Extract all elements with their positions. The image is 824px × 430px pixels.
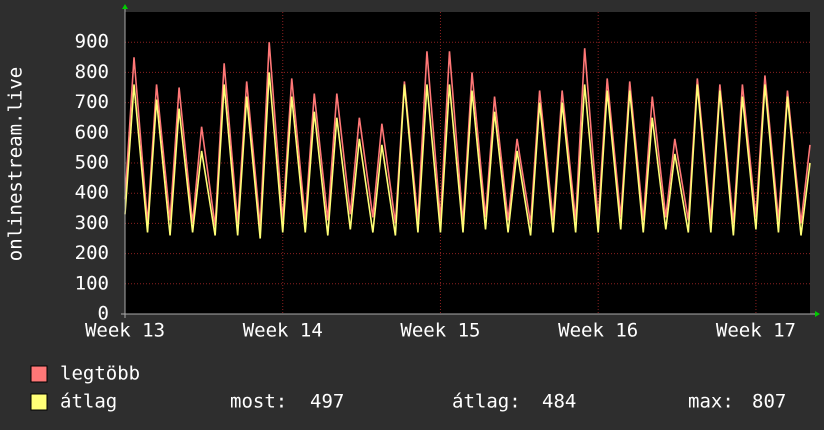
stat-label: max:	[688, 391, 734, 413]
axis-arrow	[815, 311, 820, 317]
y-tick-label: 900	[75, 31, 109, 53]
axis-arrow	[122, 4, 128, 9]
stat-value: 497	[310, 391, 344, 413]
y-tick-label: 400	[75, 182, 109, 204]
y-tick-label: 600	[75, 121, 109, 143]
legend-swatch	[30, 393, 48, 411]
x-tick-label: Week 15	[400, 320, 480, 342]
y-axis-label: onlinestream.live	[5, 67, 27, 261]
y-tick-label: 800	[75, 61, 109, 83]
stat-value: 484	[542, 391, 576, 413]
legend-label: legtöbb	[60, 363, 140, 385]
y-tick-label: 700	[75, 91, 109, 113]
x-tick-label: Week 17	[716, 320, 796, 342]
stat-label: most:	[230, 391, 287, 413]
y-tick-label: 0	[98, 303, 109, 325]
y-tick-label: 300	[75, 212, 109, 234]
legend-label: átlag	[60, 391, 117, 413]
x-tick-label: Week 16	[558, 320, 638, 342]
y-tick-label: 100	[75, 272, 109, 294]
x-tick-label: Week 14	[243, 320, 323, 342]
y-tick-label: 200	[75, 242, 109, 264]
stat-value: 807	[752, 391, 786, 413]
x-tick-label: Week 13	[85, 320, 165, 342]
legend-swatch	[30, 365, 48, 383]
series-line	[124, 72, 811, 239]
stat-label: átlag:	[452, 391, 521, 413]
y-tick-label: 500	[75, 152, 109, 174]
